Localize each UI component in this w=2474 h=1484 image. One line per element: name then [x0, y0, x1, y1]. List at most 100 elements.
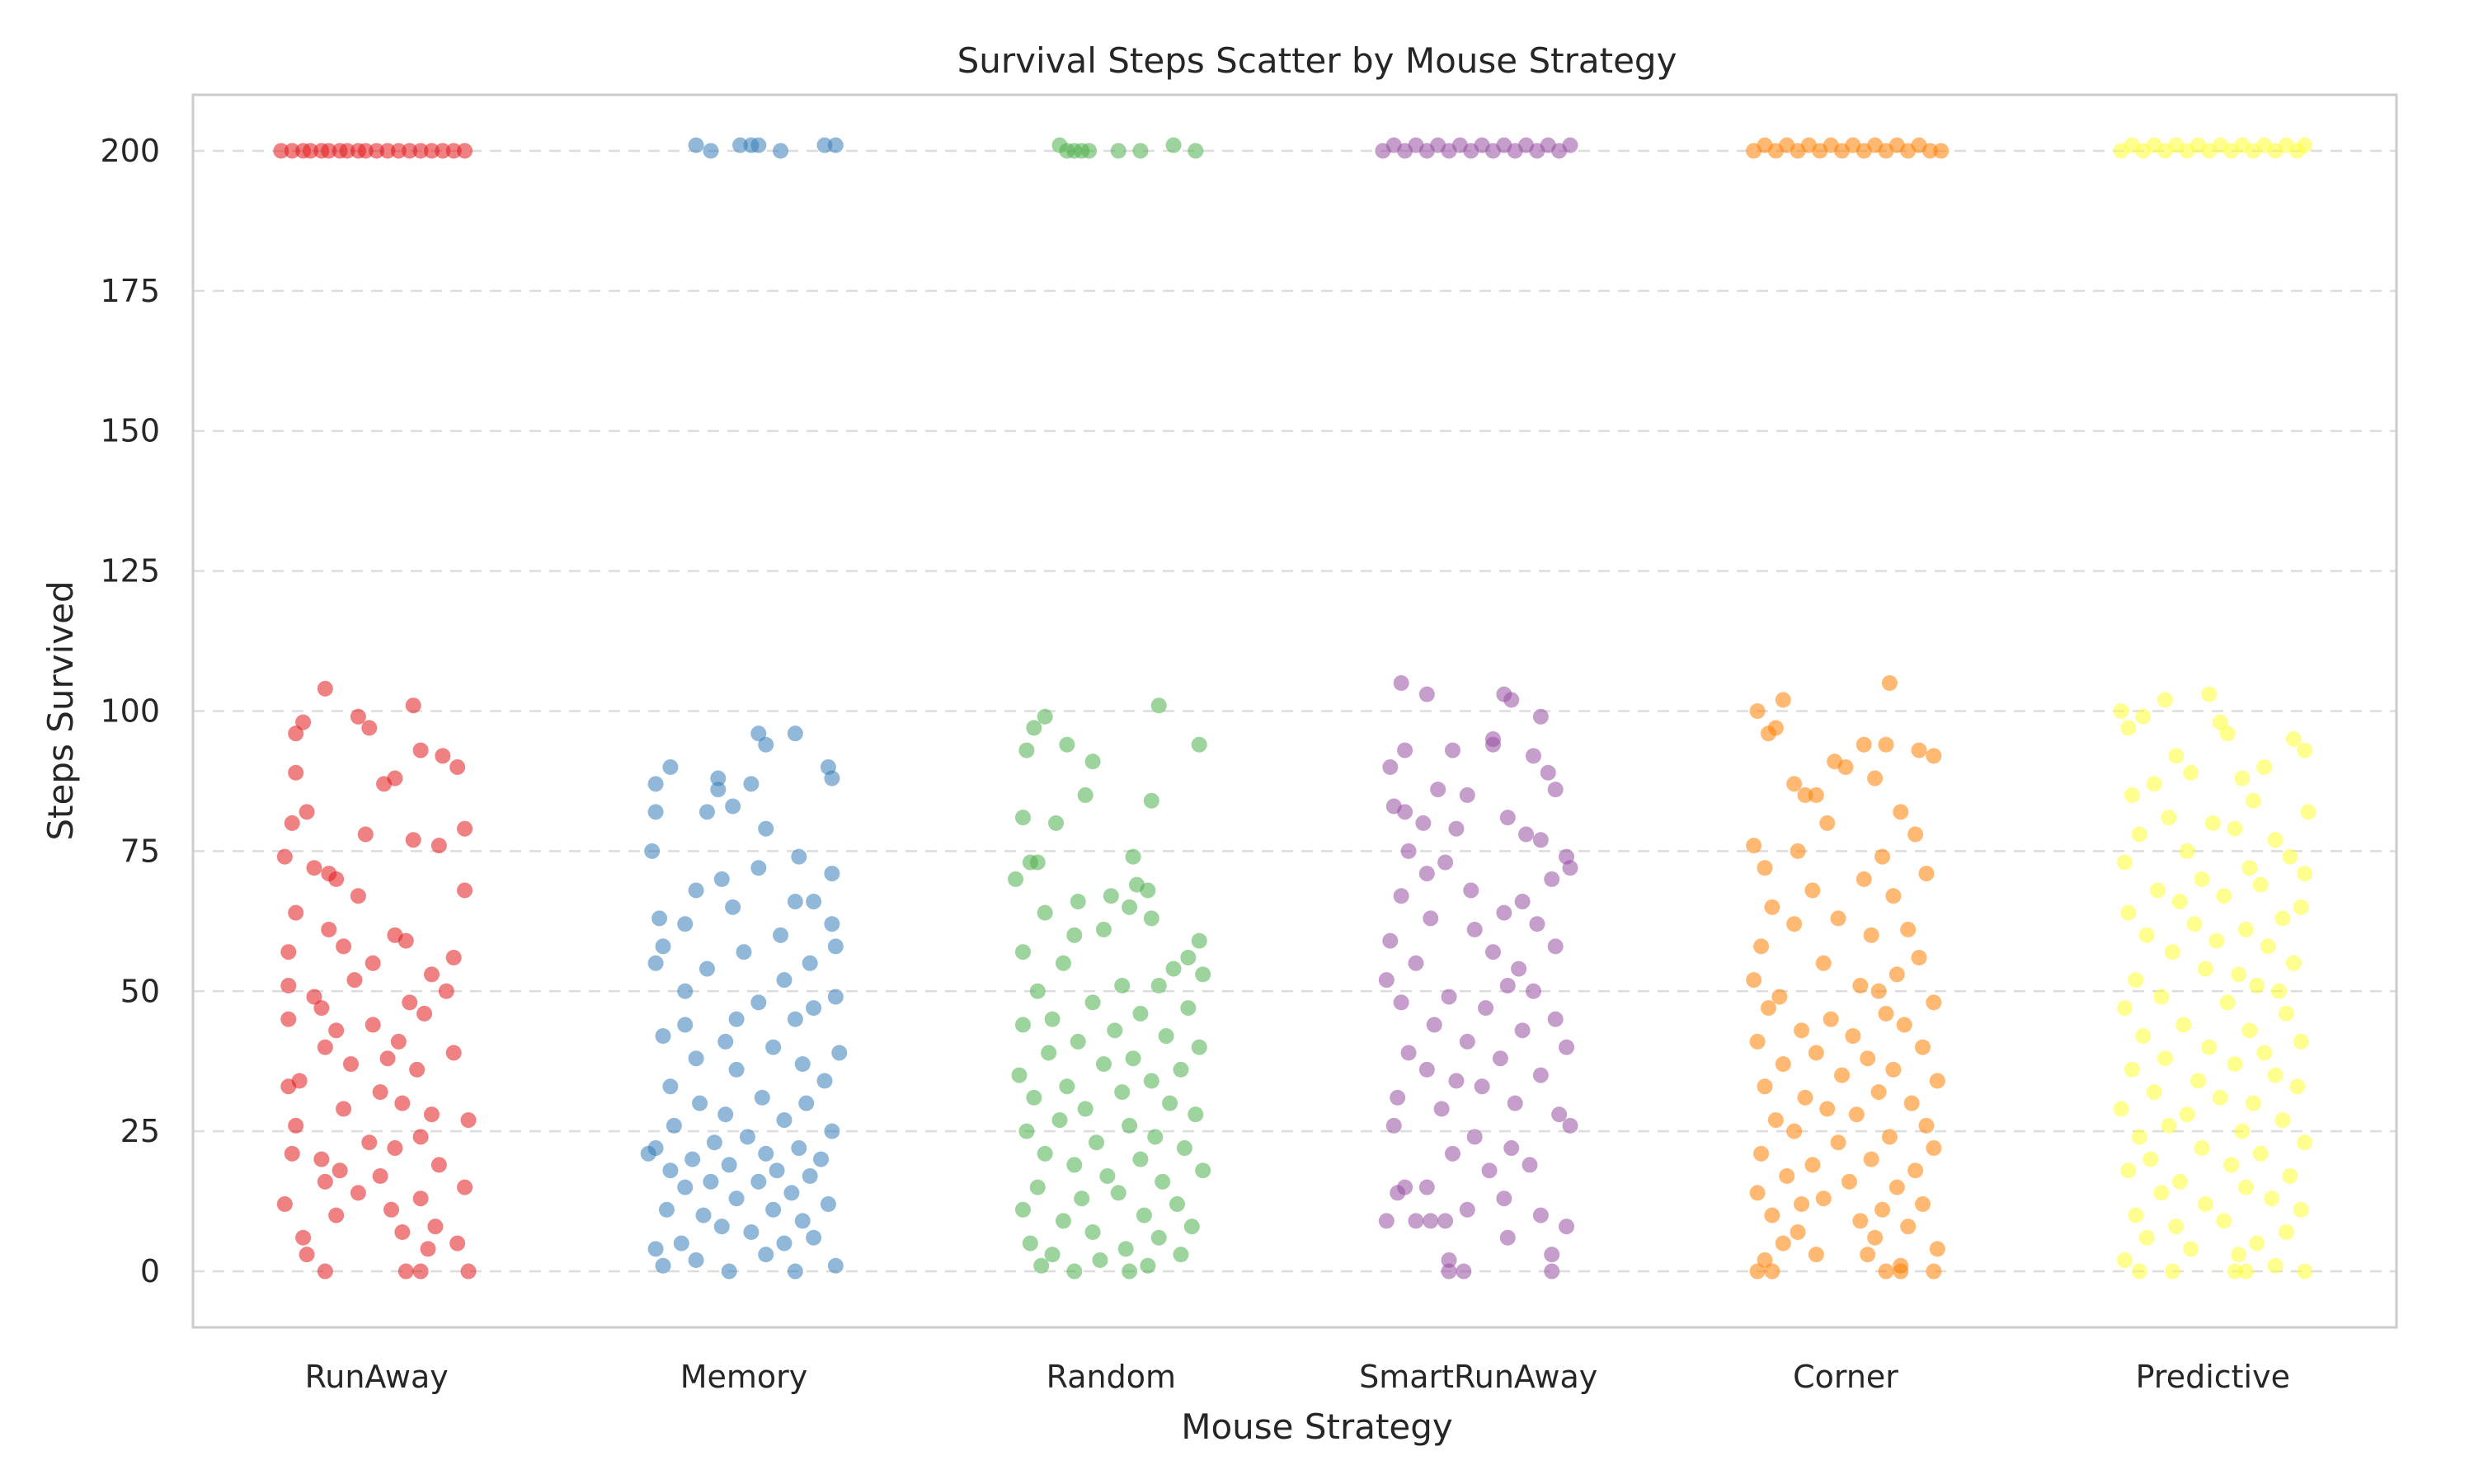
- y-tick-label: 75: [120, 833, 160, 869]
- data-point: [1195, 966, 1211, 983]
- data-point: [1860, 1050, 1876, 1067]
- data-point: [1514, 894, 1531, 910]
- data-point: [1547, 938, 1564, 955]
- data-point: [1066, 1263, 1083, 1280]
- data-point: [1048, 815, 1065, 831]
- data-point: [1180, 950, 1197, 965]
- data-point: [2278, 1005, 2294, 1021]
- data-point: [1507, 1095, 1523, 1111]
- series-corner-points: [1746, 137, 1950, 1280]
- data-point: [655, 1028, 671, 1045]
- data-point: [2194, 1140, 2210, 1157]
- data-point: [1837, 758, 1854, 775]
- data-point: [420, 1241, 436, 1257]
- data-point: [824, 770, 840, 787]
- data-point: [2293, 899, 2309, 915]
- data-point: [1797, 787, 1813, 803]
- data-point: [2216, 1213, 2232, 1229]
- data-point: [1478, 1000, 1494, 1017]
- data-point: [1929, 1073, 1945, 1089]
- data-point: [2150, 882, 2166, 899]
- data-point: [1382, 932, 1399, 949]
- data-point: [1074, 1190, 1090, 1207]
- data-point: [2131, 1129, 2147, 1145]
- data-point: [640, 1145, 656, 1162]
- data-point: [2249, 1235, 2265, 1252]
- data-point: [2120, 720, 2137, 736]
- data-point: [1150, 1229, 1167, 1246]
- data-point: [758, 820, 774, 837]
- data-point: [1136, 1207, 1152, 1223]
- data-point: [2128, 972, 2144, 989]
- data-point: [1771, 989, 1788, 1005]
- x-tick-label: Memory: [680, 1359, 808, 1395]
- data-point: [802, 955, 818, 971]
- data-point: [1830, 910, 1846, 927]
- data-point: [1041, 1045, 1057, 1061]
- y-axis-label: Steps Survived: [40, 580, 81, 840]
- data-point: [412, 742, 429, 758]
- data-point: [379, 1050, 396, 1067]
- data-point: [288, 764, 304, 781]
- data-point: [1158, 1028, 1174, 1045]
- data-point: [1529, 916, 1545, 932]
- data-point: [457, 820, 473, 837]
- data-point: [1856, 871, 1872, 887]
- data-point: [1026, 720, 1042, 736]
- data-point: [328, 1207, 345, 1223]
- data-point: [1915, 1196, 1931, 1212]
- data-point: [2116, 1000, 2133, 1017]
- data-point: [725, 899, 741, 915]
- data-point: [813, 1151, 830, 1167]
- data-point: [1018, 742, 1035, 758]
- data-point: [1114, 1084, 1131, 1101]
- data-point: [647, 955, 664, 971]
- data-point: [798, 1095, 815, 1111]
- data-point: [280, 977, 297, 993]
- data-point: [1874, 1201, 1891, 1218]
- data-point: [824, 866, 840, 882]
- data-point: [2146, 776, 2162, 792]
- data-point: [1110, 143, 1126, 159]
- data-point: [1173, 1061, 1189, 1078]
- data-point: [1117, 1241, 1134, 1257]
- data-point: [2157, 1050, 2173, 1067]
- data-point: [692, 1095, 708, 1111]
- data-point: [1147, 1129, 1164, 1145]
- data-point: [303, 143, 319, 159]
- data-point: [717, 1106, 734, 1123]
- data-point: [1749, 1263, 1766, 1280]
- series-random-points: [1008, 137, 1211, 1280]
- data-point: [1764, 1263, 1780, 1280]
- data-point: [651, 910, 668, 927]
- data-point: [328, 1022, 345, 1039]
- data-point: [1448, 1073, 1465, 1089]
- data-point: [1140, 1257, 1156, 1274]
- data-point: [336, 938, 352, 955]
- data-point: [2197, 960, 2213, 977]
- data-point: [1084, 754, 1101, 770]
- data-point: [1459, 1033, 1475, 1050]
- data-point: [725, 798, 741, 815]
- data-point: [1059, 736, 1075, 753]
- data-point: [1125, 1050, 1141, 1067]
- x-tick-labels: RunAway Memory Random SmartRunAway Corner Pre…: [305, 1359, 2290, 1395]
- data-point: [750, 1173, 767, 1190]
- data-point: [449, 758, 466, 775]
- data-point: [827, 938, 844, 955]
- data-point: [769, 1162, 785, 1179]
- data-point: [677, 1179, 694, 1195]
- data-point: [773, 927, 789, 943]
- data-point: [1926, 994, 1942, 1011]
- data-point: [2300, 804, 2316, 820]
- data-point: [1418, 1179, 1435, 1195]
- x-tick-label: Corner: [1793, 1359, 1898, 1395]
- y-tick-label: 25: [120, 1113, 160, 1149]
- data-point: [647, 776, 664, 792]
- data-point: [1132, 143, 1149, 159]
- data-point: [1551, 1106, 1568, 1123]
- data-point: [2267, 1067, 2284, 1083]
- data-point: [2293, 1201, 2309, 1218]
- data-point: [2138, 1229, 2155, 1246]
- data-point: [644, 843, 661, 859]
